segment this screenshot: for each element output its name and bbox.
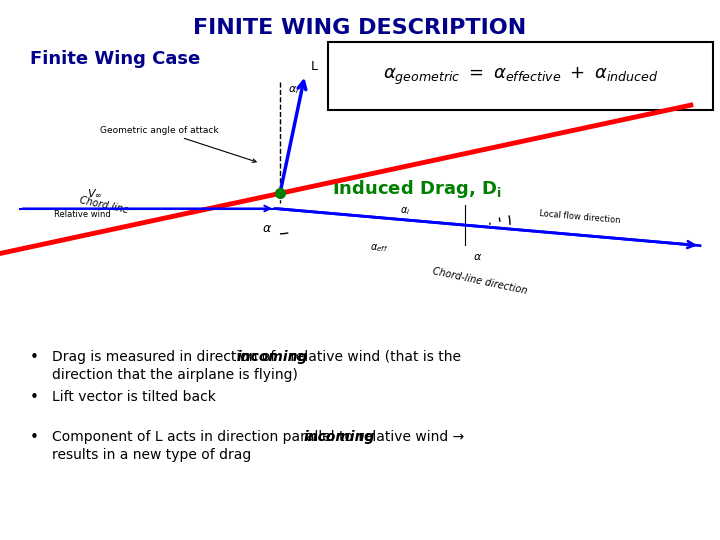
Text: •: • (30, 350, 39, 365)
Text: Chord line: Chord line (78, 195, 129, 215)
Text: relative wind →: relative wind → (354, 430, 464, 444)
Text: Chord-line direction: Chord-line direction (432, 266, 528, 296)
Text: $\alpha$: $\alpha$ (473, 252, 482, 262)
Text: Local flow direction: Local flow direction (539, 210, 621, 225)
FancyBboxPatch shape (328, 42, 713, 110)
Text: incoming: incoming (304, 430, 375, 444)
Text: $\alpha$: $\alpha$ (262, 222, 272, 235)
Text: $\alpha_{eff}$: $\alpha_{eff}$ (370, 242, 388, 254)
Text: Relative wind: Relative wind (53, 210, 110, 219)
Text: $\alpha_i$: $\alpha_i$ (400, 205, 410, 217)
Text: Lift vector is tilted back: Lift vector is tilted back (52, 390, 216, 404)
Text: relative wind (that is the: relative wind (that is the (287, 350, 462, 364)
Text: direction that the airplane is flying): direction that the airplane is flying) (52, 368, 298, 382)
Text: L: L (311, 60, 318, 73)
Text: results in a new type of drag: results in a new type of drag (52, 448, 251, 462)
Text: $\alpha_i$: $\alpha_i$ (288, 84, 300, 96)
Text: Component of L acts in direction parallel to: Component of L acts in direction paralle… (52, 430, 357, 444)
Text: $\alpha_{geometric}\ =\ \alpha_{effective}\ +\ \alpha_{induced}$: $\alpha_{geometric}\ =\ \alpha_{effectiv… (383, 65, 658, 86)
Text: •: • (30, 430, 39, 445)
Text: Induced Drag, D$_\mathbf{i}$: Induced Drag, D$_\mathbf{i}$ (332, 178, 502, 200)
Text: •: • (30, 390, 39, 405)
Text: incoming: incoming (237, 350, 308, 364)
Text: Finite Wing Case: Finite Wing Case (30, 50, 200, 68)
Text: Geometric angle of attack: Geometric angle of attack (100, 126, 256, 163)
Text: Drag is measured in direction of: Drag is measured in direction of (52, 350, 280, 364)
Text: FINITE WING DESCRIPTION: FINITE WING DESCRIPTION (194, 18, 526, 38)
Text: $V_\infty$: $V_\infty$ (87, 187, 103, 199)
